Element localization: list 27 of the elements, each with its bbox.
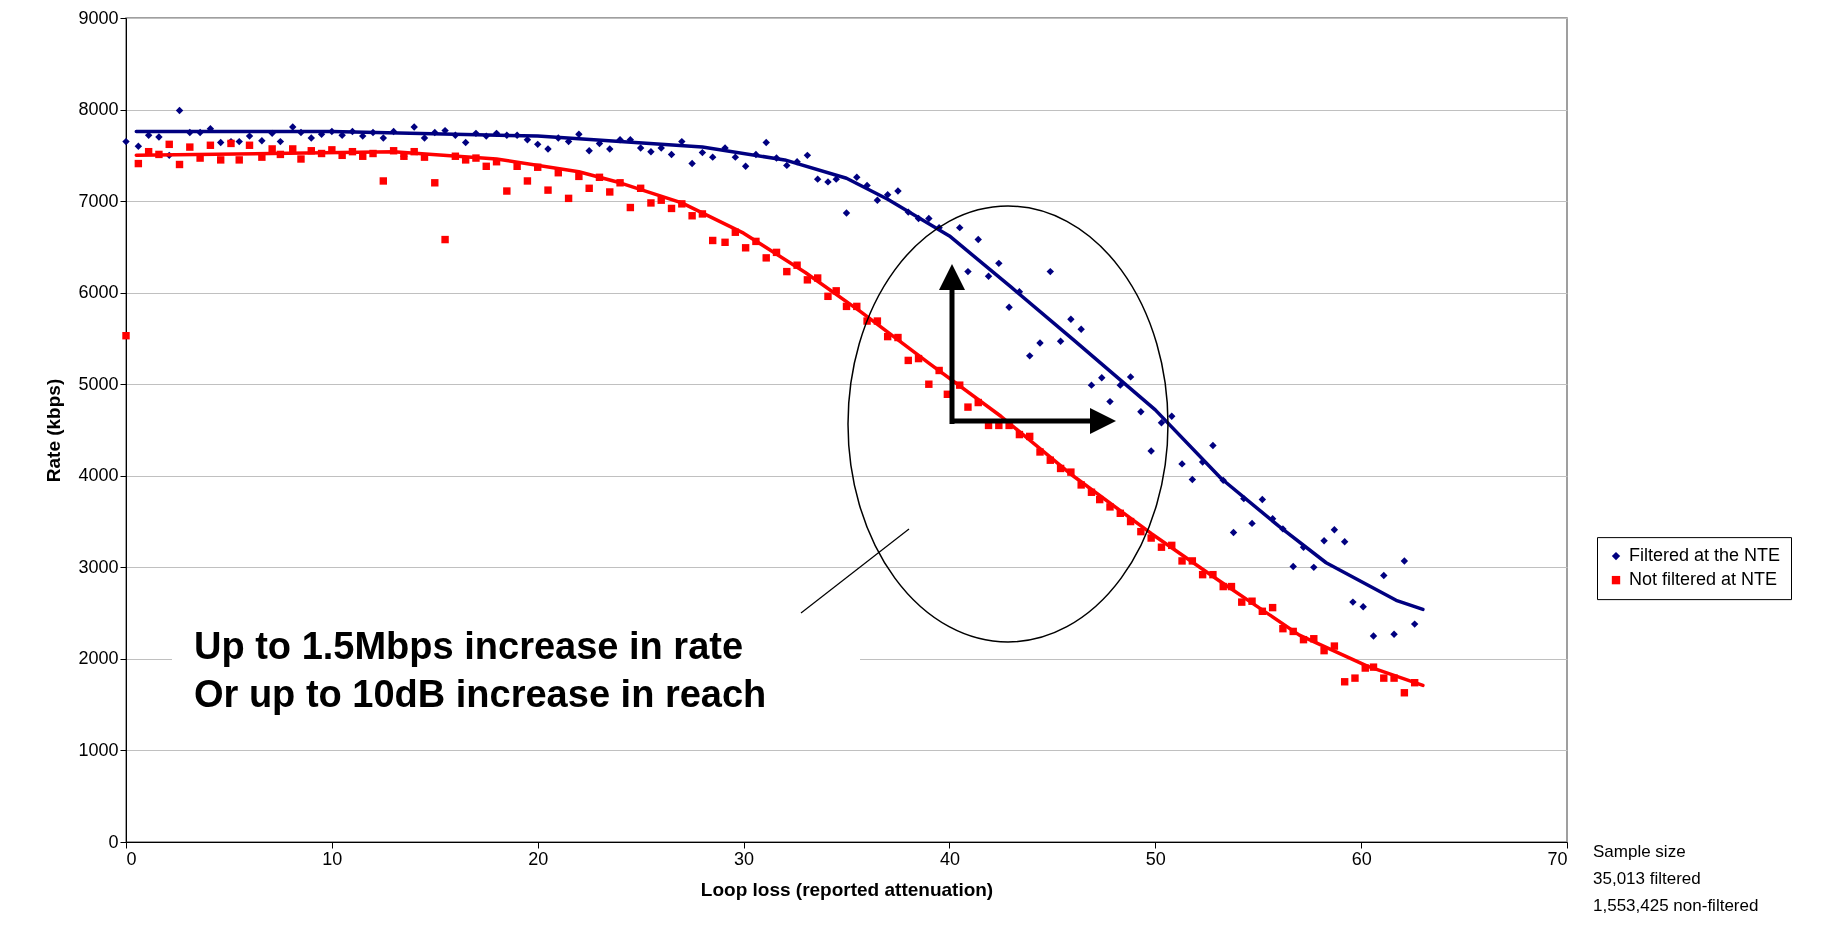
- x-tick-label: 10: [322, 848, 343, 869]
- y-tick-label: 1000: [78, 739, 119, 760]
- x-tick-label: 0: [126, 848, 137, 869]
- annotation: Or up to 10dB increase in reach: [194, 672, 768, 717]
- y-tick-label: 0: [108, 831, 119, 852]
- x-tick-label: 20: [528, 848, 549, 869]
- y-tick-label: 8000: [78, 99, 119, 120]
- y-tick-label: 3000: [78, 556, 119, 577]
- y-axis-title: Rate (kbps): [43, 378, 65, 483]
- x-tick-label: 50: [1145, 848, 1166, 869]
- x-tick-label: 40: [939, 848, 960, 869]
- y-tick-label: 6000: [78, 282, 119, 303]
- text: Sample size: [1593, 841, 1687, 863]
- text: 35,013 filtered: [1593, 868, 1702, 890]
- y-tick-label: 4000: [78, 465, 119, 486]
- x-tick-label: 70: [1547, 848, 1568, 869]
- x-tick-label: 30: [734, 848, 755, 869]
- y-tick-label: 2000: [78, 648, 119, 669]
- text: 1,553,425 non-filtered: [1593, 895, 1759, 917]
- legend-label: Filtered at the NTE: [1629, 545, 1781, 566]
- annotation: Up to 1.5Mbps increase in rate: [194, 624, 745, 669]
- legend-label: Not filtered at NTE: [1629, 569, 1778, 590]
- y-tick-label: 5000: [78, 373, 119, 394]
- x-tick-label: 60: [1351, 848, 1372, 869]
- y-tick-label: 7000: [78, 190, 119, 211]
- y-tick-label: 9000: [78, 7, 119, 28]
- x-axis-title: Loop loss (reported attenuation): [700, 878, 994, 900]
